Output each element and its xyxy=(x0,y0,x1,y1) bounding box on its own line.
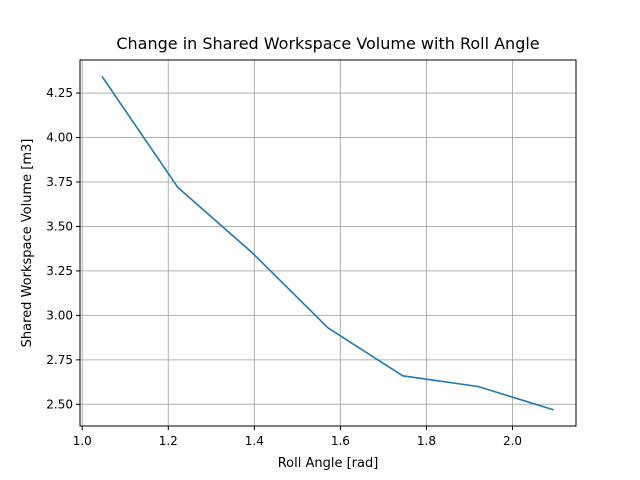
y-tick-label: 3.00 xyxy=(46,308,73,322)
y-tick-label: 3.25 xyxy=(46,264,73,278)
plot-frame xyxy=(79,59,577,427)
x-tick-label: 1.2 xyxy=(159,434,178,448)
x-tick-label: 1.0 xyxy=(73,434,92,448)
series-line xyxy=(101,75,554,411)
y-axis-title: Shared Workspace Volume [m3] xyxy=(20,139,35,348)
x-tick-label: 1.4 xyxy=(245,434,264,448)
x-tick-label: 1.6 xyxy=(331,434,350,448)
y-tick-label: 4.00 xyxy=(46,131,73,145)
series-group xyxy=(101,75,554,411)
x-tick-label: 1.8 xyxy=(417,434,436,448)
axis-ticks: 1.0 1.2 1.4 1.6 1.8 2.0 2.50 2.75 3.00 3.25 3.50 3.… xyxy=(46,86,522,448)
grid-lines xyxy=(80,60,576,426)
y-tick-label: 2.75 xyxy=(46,353,73,367)
y-tick-label: 3.75 xyxy=(46,175,73,189)
y-tick-label: 4.25 xyxy=(46,86,73,100)
chart-title: Change in Shared Workspace Volume with R… xyxy=(116,34,539,53)
x-axis-title: Roll Angle [rad] xyxy=(278,456,379,471)
y-tick-label: 3.50 xyxy=(46,219,73,233)
x-tick-label: 2.0 xyxy=(503,434,522,448)
y-tick-label: 2.50 xyxy=(46,397,73,411)
